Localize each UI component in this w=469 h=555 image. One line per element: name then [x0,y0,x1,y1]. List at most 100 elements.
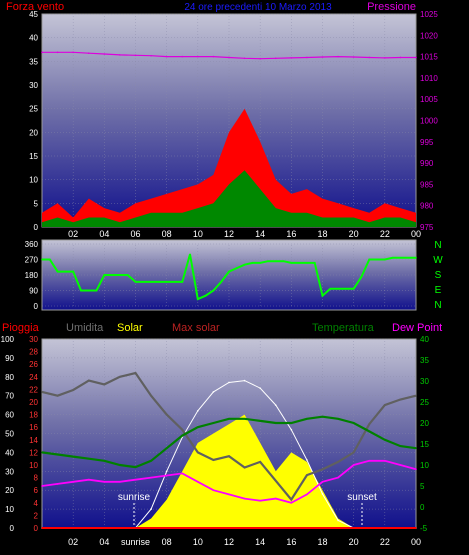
temperature-line-point-8 [165,447,168,450]
wind-direction-line-point-13 [142,281,145,283]
legend-rain: Pioggia [2,322,40,334]
pressure-line-point-7 [150,54,152,57]
p3-rain-tick-12: 24 [29,373,38,382]
wind-direction-line-point-12 [134,281,137,283]
p3-rain-tick-1: 2 [34,511,39,520]
p1-x-tick-9: 20 [349,229,359,239]
p1-right-tick-8: 1015 [420,53,438,62]
dew-point-line-point-22 [384,460,386,462]
rain-line-point-9 [181,527,184,529]
p3-left-tick-5: 50 [5,430,14,439]
wind-average-area [42,170,416,227]
temperature-line-point-10 [197,426,199,429]
max-solar-line-point-15 [274,404,277,406]
p1-x-tick-1: 04 [99,229,109,239]
dew-point-line-point-8 [165,474,168,477]
humidity-line-point-15 [274,479,277,482]
p3-x-tick-0: 02 [68,537,78,547]
p3-rain-tick-15: 30 [29,335,38,344]
p1-x-tick-0: 02 [68,229,78,239]
max-solar-line-point-13 [243,379,246,382]
p3-x-tick-7: 16 [286,537,296,547]
p3-x-tick-3: 08 [162,537,172,547]
pressure-line-point-15 [274,57,277,60]
dew-point-line-point-1 [56,483,59,485]
temperature-line-point-3 [87,457,90,460]
p1-left-tick-8: 40 [29,34,38,43]
pressure-line-point-5 [119,54,121,56]
dew-point-line-point-15 [274,497,277,500]
p3-right-tick-5: 20 [420,419,429,428]
humidity-line-point-9 [181,428,184,431]
rain-line-point-3 [87,527,90,529]
p3-rain-tick-13: 26 [29,360,38,369]
humidity-line-point-23 [399,398,402,401]
p1-left-tick-1: 5 [34,199,39,208]
wind-direction-line-point-11 [126,274,129,276]
wind-direction-line-point-21 [204,294,207,297]
p3-right-tick-6: 25 [420,398,429,407]
humidity-line-point-11 [212,459,215,461]
humidity-line-point-24 [415,394,417,397]
pressure-label: Pressione [367,1,416,13]
compass-1: W [433,255,443,266]
wind-direction-line-point-31 [282,260,285,263]
p1-right-tick-5: 1000 [420,117,438,126]
p2-left-tick-3: 270 [25,256,39,265]
p3-x-tick-4: 10 [193,537,203,547]
rain-line-point-22 [384,527,386,529]
p3-left-tick-10: 100 [1,335,15,344]
p3-right-tick-0: -5 [420,524,428,533]
p1-right-tick-0: 975 [420,223,434,232]
max-solar-line-point-19 [337,519,339,522]
humidity-line-point-7 [150,394,152,397]
p3-x-tick-9: 20 [349,537,359,547]
p1-left-tick-4: 20 [29,128,38,137]
rain-line-point-16 [290,527,293,529]
max-solar-line-point-17 [306,459,308,461]
p3-rain-tick-11: 22 [29,385,38,394]
rain-line-point-8 [165,527,168,529]
compass-0: N [434,240,441,251]
temperature-line-point-18 [321,415,324,418]
humidity-line-point-16 [290,498,293,501]
wind-direction-line-point-24 [228,270,230,273]
wind-direction-line-point-28 [259,262,261,264]
p1-right-tick-1: 980 [420,202,434,211]
rain-line-point-12 [228,527,230,529]
sunrise-label: sunrise [118,492,151,503]
p1-right-tick-3: 990 [420,159,434,168]
wind-direction-line-point-0 [41,258,43,261]
pressure-line-point-6 [134,54,137,57]
temperature-line-point-11 [212,422,215,424]
wind-direction-line-point-43 [376,258,378,261]
dew-point-line-point-13 [243,497,246,500]
p2-left-tick-1: 90 [29,287,38,296]
dew-point-line-point-11 [212,489,215,492]
dew-point-line-point-24 [415,468,417,471]
dew-point-line-point-6 [134,478,137,481]
compass-2: S [435,270,442,281]
wind-direction-line-point-40 [352,287,355,290]
p3-x-tick-11: 00 [411,537,421,547]
rain-line-point-19 [337,527,339,529]
rain-line-point-15 [274,527,277,529]
pressure-line-point-23 [399,56,402,59]
pressure-line-point-3 [87,52,90,54]
p1-x-tick-3: 08 [162,229,172,239]
p3-right-tick-7: 30 [420,377,429,386]
p1-x-tick-7: 16 [286,229,296,239]
p1-right-tick-10: 1025 [420,10,438,19]
dew-point-line-point-7 [150,476,152,479]
humidity-line-point-22 [384,404,386,406]
legend-max-solar: Max solar [172,322,220,334]
temperature-line-point-22 [384,439,386,441]
p1-right-tick-6: 1005 [420,95,438,104]
wind-direction-line-point-19 [189,253,191,256]
p3-left-tick-2: 20 [5,486,14,495]
wind-direction-line-point-34 [306,262,308,264]
wind-direction-line-point-36 [321,294,324,297]
rain-line-point-0 [41,527,43,529]
dew-point-line-point-23 [399,464,402,466]
